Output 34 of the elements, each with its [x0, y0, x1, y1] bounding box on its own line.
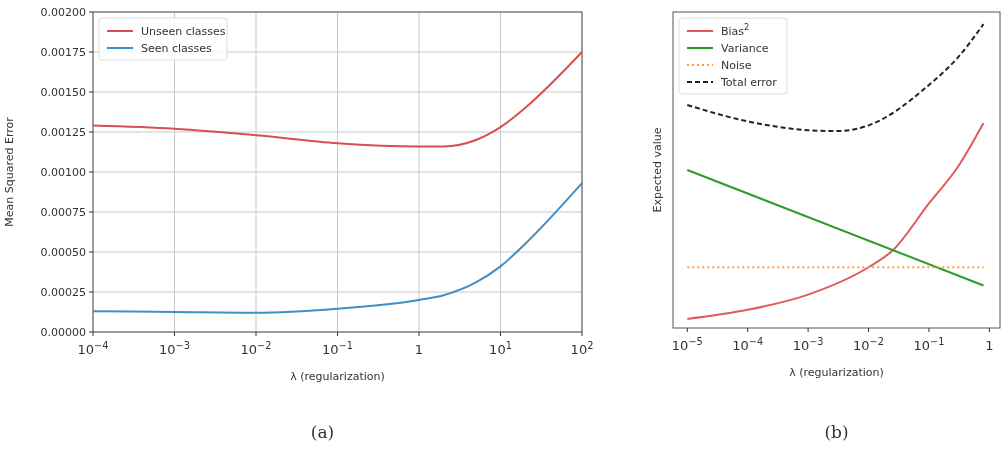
- x-tick-label: 10$^{−2}$: [240, 339, 272, 357]
- legend-label: Variance: [721, 42, 769, 55]
- x-tick-label: 10$^{−4}$: [732, 335, 764, 353]
- legend-label: Bias$^{2}$: [721, 22, 750, 38]
- x-tick-label: 10$^{−1}$: [322, 339, 353, 357]
- y-tick-label: 0.00050: [40, 246, 86, 259]
- x-tick-label: 10$^{−4}$: [77, 339, 109, 357]
- y-tick-label: 0.00025: [40, 286, 86, 299]
- y-tick-label: 0.00125: [40, 126, 86, 139]
- x-tick-label: 10$^{−1}$: [913, 335, 945, 353]
- y-tick-label: 0.00075: [40, 206, 86, 219]
- x-tick-label: 1: [414, 342, 424, 357]
- y-axis-title: Mean Squared Error: [3, 116, 16, 227]
- x-tick-label: 10$^{1}$: [489, 339, 512, 357]
- x-tick-label: 1: [985, 338, 994, 353]
- y-tick-label: 0.00200: [40, 6, 86, 19]
- x-tick-label: 10$^{−5}$: [671, 335, 703, 353]
- y-tick-label: 0.00000: [40, 326, 86, 339]
- x-tick-label: 10$^{2}$: [570, 339, 594, 357]
- text: (b): [824, 422, 849, 442]
- text: (a): [310, 422, 335, 442]
- legend-label: Total error: [720, 76, 778, 89]
- y-tick-label: 0.00175: [40, 46, 86, 59]
- legend-label: Seen classes: [141, 42, 213, 55]
- x-axis-title: λ (regularization): [789, 366, 884, 379]
- x-tick-label: 10$^{−3}$: [792, 335, 824, 353]
- y-tick-label: 0.00150: [40, 86, 86, 99]
- legend-label: Noise: [721, 59, 752, 72]
- x-axis-title: λ (regularization): [290, 370, 385, 383]
- y-axis-title: Expected value: [651, 127, 664, 213]
- legend-label: Unseen classes: [141, 25, 226, 38]
- x-tick-label: 10$^{−3}$: [159, 339, 190, 357]
- y-tick-label: 0.00100: [40, 166, 86, 179]
- x-tick-label: 10$^{−2}$: [853, 335, 884, 353]
